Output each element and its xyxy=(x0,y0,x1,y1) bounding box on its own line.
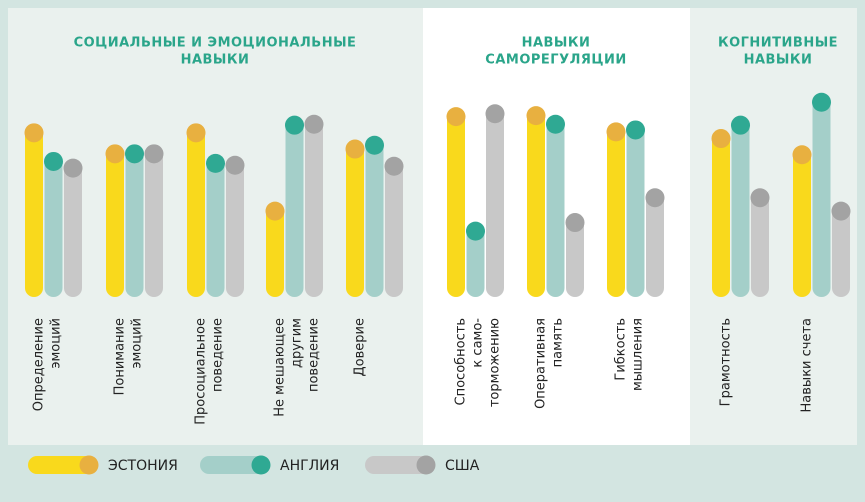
legend-marker xyxy=(79,455,99,475)
bar-marker xyxy=(384,156,404,176)
bar xyxy=(25,132,43,297)
category-label: Оперативная xyxy=(534,318,549,409)
panel-title: КОГНИТИВНЫЕ xyxy=(718,36,838,51)
bar xyxy=(607,131,625,297)
bar xyxy=(447,116,465,297)
bar xyxy=(751,197,769,297)
bar xyxy=(206,163,225,297)
bar xyxy=(731,125,750,297)
bar-marker xyxy=(792,145,812,165)
panel-title: СОЦИАЛЬНЫЕ И ЭМОЦИОНАЛЬНЫЕ xyxy=(74,36,357,51)
bar xyxy=(125,153,144,297)
category-label: торможению xyxy=(488,318,503,407)
bar xyxy=(646,197,664,297)
bar xyxy=(226,165,244,297)
bar-marker xyxy=(186,123,206,143)
legend-label: ЭСТОНИЯ xyxy=(108,458,178,474)
category-label: к само- xyxy=(471,318,486,368)
bar-marker xyxy=(105,144,125,164)
bar-marker xyxy=(466,221,485,241)
bar xyxy=(527,115,545,298)
category-label: Просоциальное xyxy=(194,318,209,425)
legend-marker xyxy=(251,455,271,475)
bar-marker xyxy=(206,153,225,173)
bar-marker xyxy=(63,158,83,178)
legend-swatch xyxy=(28,456,98,474)
bar-marker xyxy=(225,155,245,175)
bar-marker xyxy=(812,92,831,112)
category-label: эмоций xyxy=(49,318,64,369)
bar-marker xyxy=(750,188,770,208)
category-label: Гибкость xyxy=(614,318,629,381)
category-label: Грамотность xyxy=(719,318,734,406)
legend-label: АНГЛИЯ xyxy=(280,458,339,474)
bar xyxy=(546,124,565,298)
legend-swatch xyxy=(365,456,435,474)
bar xyxy=(365,145,384,297)
panel-title: САМОРЕГУЛЯЦИИ xyxy=(485,53,626,68)
category-label: другим xyxy=(290,318,305,368)
bar xyxy=(466,231,485,297)
bar xyxy=(285,125,304,297)
bar xyxy=(566,222,584,297)
bar-marker xyxy=(285,115,304,135)
category-label: Определение xyxy=(32,318,47,411)
legend-label: США xyxy=(445,458,480,474)
category-label: Навыки счета xyxy=(800,318,815,412)
category-label: Доверие xyxy=(353,318,368,376)
bar xyxy=(106,153,124,297)
category-label: Не мешающее xyxy=(273,318,288,417)
bar xyxy=(305,124,323,298)
bar-marker xyxy=(606,122,626,142)
category-label: поведение xyxy=(211,318,226,392)
panel-title: НАВЫКИ xyxy=(181,53,250,68)
category-label: Понимание xyxy=(113,318,128,395)
category-label: мышления xyxy=(631,318,646,391)
bar-marker xyxy=(831,201,851,221)
bar-marker xyxy=(44,151,63,171)
bar xyxy=(832,211,850,297)
bar-marker xyxy=(526,106,546,126)
bar xyxy=(626,129,645,297)
category-label: память xyxy=(551,318,566,367)
bar xyxy=(486,113,504,298)
bar-marker xyxy=(446,107,466,127)
legend-swatch xyxy=(200,456,270,474)
panel-title: НАВЫКИ xyxy=(522,36,591,51)
category-label: эмоций xyxy=(130,318,145,369)
bar-marker xyxy=(731,115,750,135)
legend-marker xyxy=(416,455,436,475)
bar-marker xyxy=(711,129,731,149)
bar xyxy=(812,102,831,297)
bar xyxy=(385,166,403,297)
bar xyxy=(346,149,364,297)
bar xyxy=(712,138,730,297)
bar-marker xyxy=(645,188,665,208)
category-label: Способность xyxy=(454,318,469,405)
bar-marker xyxy=(265,201,285,221)
bar xyxy=(793,154,811,297)
bar-marker xyxy=(565,213,585,233)
bar-marker xyxy=(365,135,384,155)
category-label: поведение xyxy=(307,318,322,392)
bar-marker xyxy=(144,144,164,164)
bar-marker xyxy=(345,139,365,159)
bar-marker xyxy=(125,144,144,164)
bar-marker xyxy=(626,120,645,140)
bar xyxy=(187,132,205,297)
bar xyxy=(64,168,82,297)
bar-marker xyxy=(304,114,324,134)
bar xyxy=(44,161,63,297)
bar-marker xyxy=(546,114,565,134)
bar xyxy=(145,153,163,297)
bar-marker xyxy=(485,104,505,124)
panel-title: НАВЫКИ xyxy=(744,53,813,68)
bar xyxy=(266,211,284,297)
bar-marker xyxy=(24,123,44,143)
